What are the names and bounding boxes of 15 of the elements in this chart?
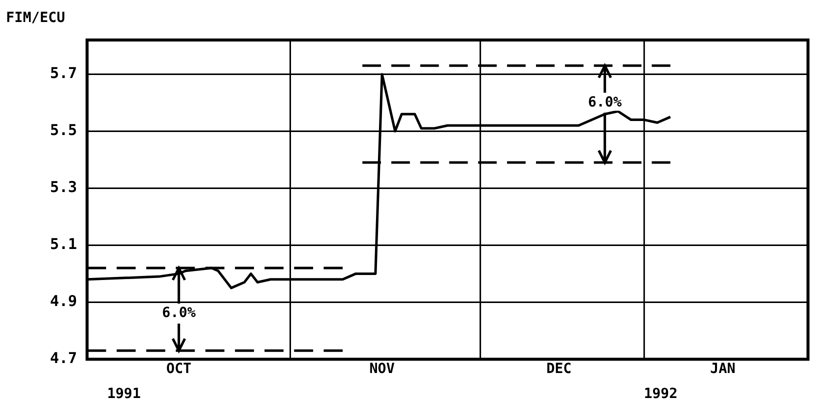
y-tick-label: 5.7	[50, 64, 78, 82]
y-axis-title: FIM/ECU	[6, 10, 66, 26]
y-tick-label: 4.9	[50, 292, 78, 310]
x-tick-label: JAN	[710, 361, 736, 378]
y-tick-label: 5.5	[50, 121, 78, 140]
x-tick-label: OCT	[166, 361, 192, 378]
x-tick-label: NOV	[369, 361, 396, 378]
y-tick-label: 4.7	[50, 349, 78, 368]
text: 1991	[107, 386, 141, 402]
text: 1992	[644, 386, 678, 402]
y-tick-label: 5.1	[50, 235, 78, 254]
annotation: 6.0%	[588, 94, 622, 110]
x-tick-label: DEC	[546, 361, 572, 378]
y-tick-label: 5.3	[50, 178, 78, 196]
annotation: 6.0%	[162, 305, 196, 322]
